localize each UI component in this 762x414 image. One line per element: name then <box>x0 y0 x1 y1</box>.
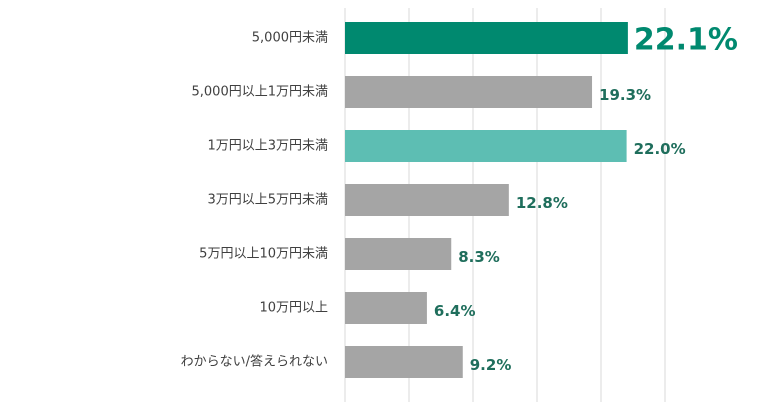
value-label: 9.2% <box>470 356 512 374</box>
category-labels: 5,000円未満 5,000円以上1万円未満 1万円以上3万円未満 3万円以上5万円未… <box>181 31 328 370</box>
bar <box>345 130 627 162</box>
category-label: 5,000円未満 <box>252 31 328 46</box>
bar <box>345 292 427 324</box>
value-label: 19.3% <box>599 86 651 104</box>
category-label: 5,000円以上1万円未満 <box>192 85 329 100</box>
category-label: 1万円以上3万円未満 <box>207 139 328 154</box>
category-label: 10万円以上 <box>259 301 328 316</box>
value-label: 12.8% <box>516 194 568 212</box>
bar <box>345 346 463 378</box>
category-label: わからない/答えられない <box>181 354 328 370</box>
bar <box>345 238 452 270</box>
value-label: 8.3% <box>458 248 500 266</box>
bars <box>345 22 628 378</box>
value-label: 22.0% <box>634 140 686 158</box>
category-label: 3万円以上5万円未満 <box>207 193 328 208</box>
bar <box>345 22 628 54</box>
value-label-highlight: 22.1% <box>634 23 738 58</box>
value-label: 6.4% <box>434 302 476 320</box>
value-labels: 22.1% 19.3% 22.0% 12.8% 8.3% 6.4% 9.2% <box>434 23 738 375</box>
category-label: 5万円以上10万円未満 <box>199 247 328 262</box>
bar <box>345 184 509 216</box>
bar <box>345 76 593 108</box>
